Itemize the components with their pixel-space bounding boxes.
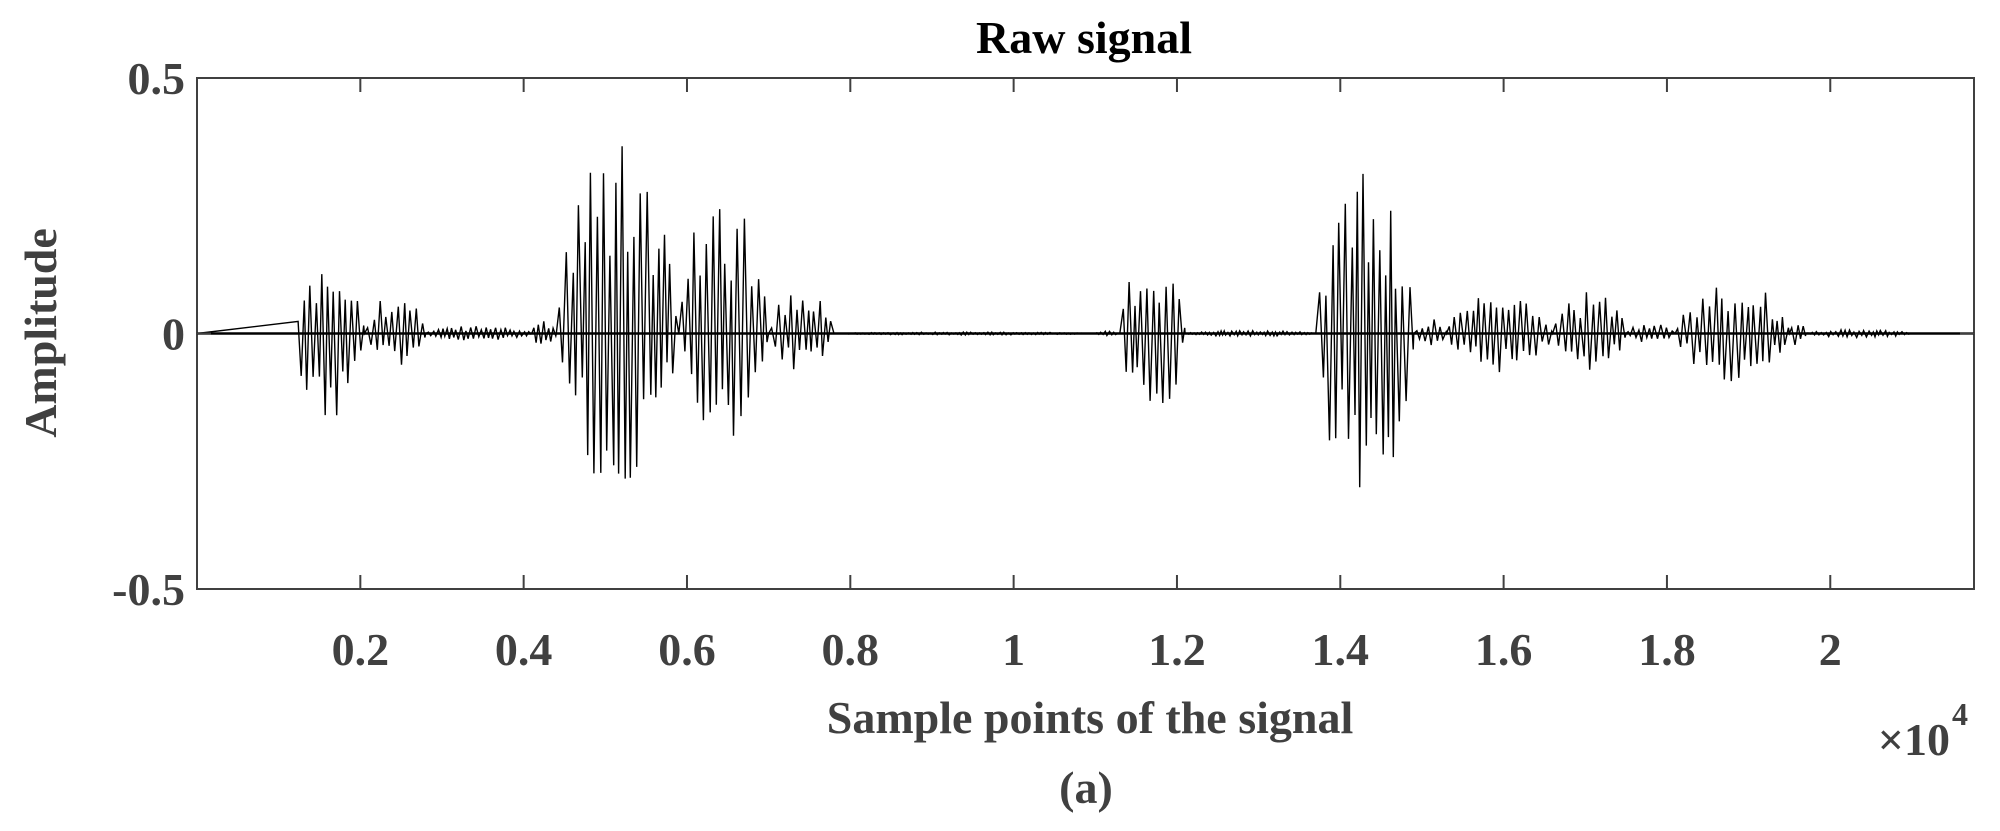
- x-exponent-base: ×10: [1878, 714, 1950, 765]
- x-tick-label: 0.2: [332, 624, 390, 675]
- x-axis-label: Sample points of the signal: [827, 692, 1354, 743]
- x-exponent: ×10 4: [1878, 696, 1968, 765]
- x-tick-label: 1: [1002, 624, 1025, 675]
- x-tick-label: 1.8: [1638, 624, 1696, 675]
- x-tick-label: 2: [1819, 624, 1842, 675]
- figure-caption: (a): [1059, 762, 1113, 813]
- x-tick-label: 1.4: [1312, 624, 1370, 675]
- y-axis-label: Amplitude: [15, 228, 66, 438]
- x-axis-ticks: 0.2 0.4 0.6 0.8 1 1.2 1.4 1.6 1.8 2: [332, 78, 1842, 675]
- x-exponent-power: 4: [1952, 696, 1968, 732]
- y-tick-label: 0: [162, 309, 185, 360]
- y-axis-ticks: -0.5 0 0.5: [112, 53, 1974, 615]
- y-tick-label: -0.5: [112, 564, 185, 615]
- y-tick-label: 0.5: [128, 53, 186, 104]
- x-tick-label: 1.6: [1475, 624, 1533, 675]
- chart-title: Raw signal: [976, 12, 1192, 63]
- plot-area: [196, 77, 1975, 590]
- x-tick-label: 0.6: [658, 624, 716, 675]
- x-tick-label: 1.2: [1148, 624, 1206, 675]
- x-tick-label: 0.8: [822, 624, 880, 675]
- x-tick-label: 0.4: [495, 624, 553, 675]
